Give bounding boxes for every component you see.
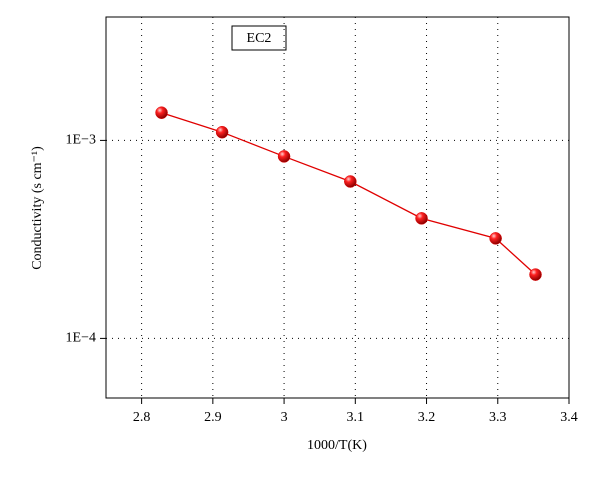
data-point <box>344 175 357 188</box>
data-point <box>277 150 291 163</box>
x-tick-label: 3.4 <box>560 410 578 425</box>
data-point <box>155 106 168 119</box>
data-point <box>215 125 229 139</box>
x-tick-label: 3 <box>281 410 288 425</box>
x-axis-label: 1000/T(K) <box>307 438 367 453</box>
y-axis-label: Conductivity (s cm⁻¹) <box>30 146 45 270</box>
x-tick-label: 2.9 <box>204 410 222 425</box>
x-tick-label: 3.1 <box>347 410 365 425</box>
data-point <box>415 212 428 225</box>
x-tick-label: 3.2 <box>418 410 436 425</box>
series-line <box>161 112 536 276</box>
x-tick-label: 3.3 <box>489 410 507 425</box>
plot-frame <box>105 16 570 399</box>
y-tick-label: 1E−4 <box>66 331 96 346</box>
annotation: EC2 <box>247 31 272 46</box>
x-tick-label: 2.8 <box>133 410 151 425</box>
data-point <box>529 268 542 281</box>
y-tick-label: 1E−3 <box>66 133 96 148</box>
data-point <box>489 232 502 245</box>
annotation-box <box>231 25 287 51</box>
